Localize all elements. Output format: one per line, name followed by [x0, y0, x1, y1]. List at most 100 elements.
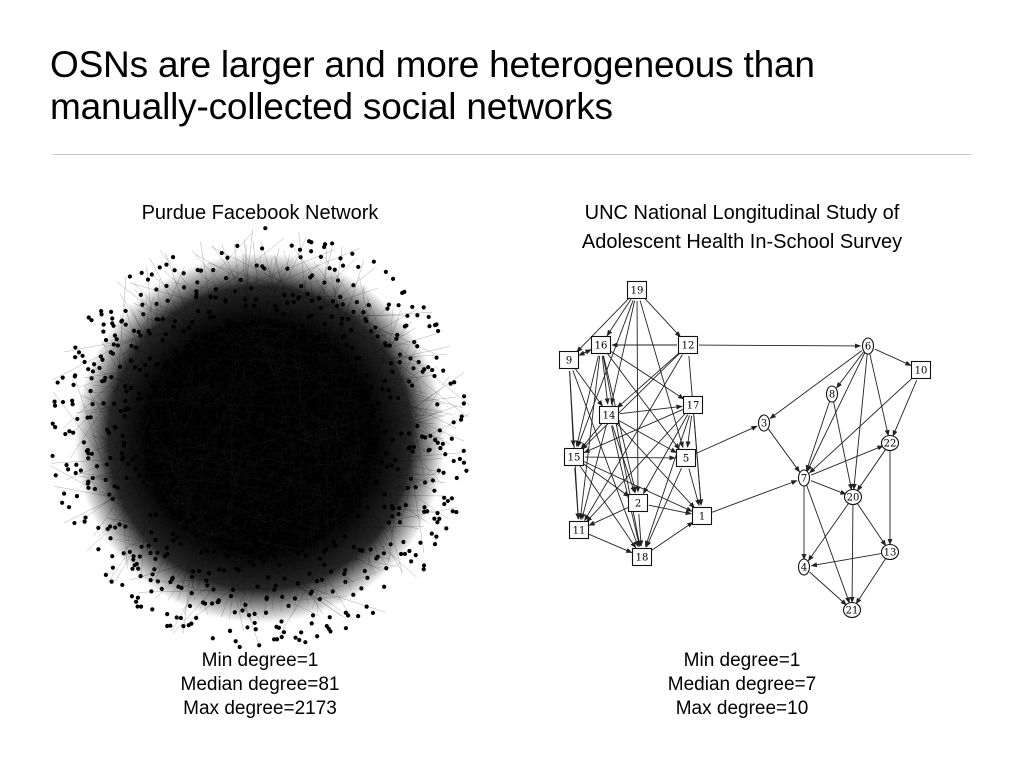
node-21: 21 [842, 601, 862, 619]
node-label: 9 [566, 356, 572, 367]
node-5: 5 [675, 448, 697, 468]
edge-10-22 [892, 379, 918, 437]
edge-12-15 [581, 352, 681, 450]
edge-17-1 [693, 415, 704, 506]
edge-11-18 [588, 533, 633, 554]
edge-20-13 [856, 502, 887, 547]
edge-4-21 [809, 571, 847, 606]
unc-nodes: 19 16 12 9 14 17 15 5 2 11 18 1 10 3 6 8 7 22 20 13 4 21 [558, 280, 932, 619]
node-19: 19 [626, 280, 648, 300]
node-17: 17 [682, 395, 704, 415]
node-label: 12 [682, 341, 695, 352]
edge-14-2 [612, 425, 636, 494]
edge-20-21 [849, 504, 855, 604]
edge-14-18 [611, 425, 641, 547]
facebook-degree-stats: Min degree=1 Median degree=81 Max degree… [110, 649, 410, 721]
edge-19-2 [635, 300, 641, 493]
facebook-min-degree: Min degree=1 [201, 650, 319, 671]
edge-6-22 [869, 353, 890, 437]
node-label: 16 [595, 341, 608, 352]
node-label: 14 [603, 411, 616, 422]
edge-7-20 [810, 480, 847, 495]
node-label: 8 [829, 390, 835, 401]
edge-14-11 [580, 425, 607, 520]
edge-6-3 [769, 350, 863, 419]
unc-min-degree: Min degree=1 [683, 650, 801, 671]
edge-20-4 [807, 502, 850, 562]
edge-16-2 [603, 355, 637, 493]
edge-19-16 [606, 298, 632, 337]
facebook-network-graph [50, 226, 470, 650]
edge-19-12 [644, 297, 681, 338]
edge-7-21 [806, 484, 850, 604]
edge-15-18 [579, 465, 637, 549]
node-18: 18 [631, 547, 653, 567]
edge-9-16 [578, 349, 592, 356]
unc-degree-stats: Min degree=1 Median degree=7 Max degree=… [592, 649, 892, 721]
edge-18-1 [650, 521, 694, 552]
node-14: 14 [598, 405, 620, 425]
edge-5-3 [695, 425, 758, 454]
node-10: 10 [910, 360, 932, 380]
edge-6-10 [874, 348, 912, 366]
node-label: 7 [801, 474, 807, 485]
edge-14-17 [619, 404, 683, 415]
node-11: 11 [568, 520, 590, 540]
node-label: 15 [568, 453, 581, 464]
node-16: 16 [590, 335, 612, 355]
node-3: 3 [757, 414, 771, 432]
node-13: 13 [880, 543, 900, 561]
node-label: 21 [846, 606, 859, 617]
edge-14-5 [618, 419, 677, 454]
edge-9-14 [575, 368, 603, 407]
edge-13-4 [810, 552, 883, 568]
node-label: 17 [687, 401, 700, 412]
node-label: 19 [631, 286, 644, 297]
node-label: 5 [683, 454, 689, 465]
edge-6-20 [851, 353, 868, 491]
facebook-max-degree: Max degree=2173 [183, 698, 337, 719]
edge-16-18 [602, 355, 642, 547]
edge-13-21 [855, 558, 887, 605]
edge-2-18 [638, 513, 644, 547]
edge-17-15 [583, 408, 684, 454]
unc-caption-line-2: Adolescent Health In-School Survey [581, 231, 903, 253]
node-20: 20 [843, 488, 863, 506]
node-4: 4 [797, 558, 811, 576]
node-label: 1 [699, 512, 705, 523]
edge-19-15 [577, 300, 634, 448]
unc-network-graph: 19 16 12 9 14 17 15 5 2 11 18 1 10 3 6 8 7 22 20 13 4 21 [558, 280, 932, 619]
slide-title: OSNs are larger and more heterogeneous t… [50, 44, 815, 127]
node-8: 8 [825, 385, 839, 403]
edge-7-22 [810, 445, 884, 476]
edge-12-14 [616, 351, 681, 409]
node-15: 15 [563, 447, 585, 467]
unc-max-degree: Max degree=10 [675, 698, 809, 719]
edge-15-2 [582, 463, 630, 497]
edge-12-11 [584, 354, 683, 522]
unc-network-caption: UNC National Longitudinal Study of Adole… [512, 199, 972, 257]
node-12: 12 [677, 335, 699, 355]
node-label: 22 [884, 439, 897, 450]
edge-3-7 [768, 428, 800, 473]
edge-12-6 [698, 343, 862, 349]
facebook-median-degree: Median degree=81 [180, 674, 340, 695]
edge-16-14 [601, 355, 610, 405]
edge-14-1 [616, 422, 695, 509]
edge-8-7 [805, 400, 831, 472]
edge-19-14 [610, 300, 636, 405]
node-label: 6 [865, 342, 871, 353]
edge-15-11 [574, 467, 581, 520]
node-1: 1 [691, 506, 713, 526]
edge-8-20 [833, 401, 853, 491]
node-label: 13 [884, 548, 897, 559]
node-7: 7 [797, 469, 811, 487]
edge-5-1 [688, 468, 700, 507]
node-6: 6 [861, 337, 875, 355]
edge-15-1 [583, 461, 693, 512]
edge-17-18 [644, 415, 690, 548]
node-9: 9 [558, 350, 580, 370]
facebook-network-caption: Purdue Facebook Network [141, 202, 379, 224]
edge-2-11 [588, 507, 629, 526]
unc-edges [569, 297, 918, 606]
